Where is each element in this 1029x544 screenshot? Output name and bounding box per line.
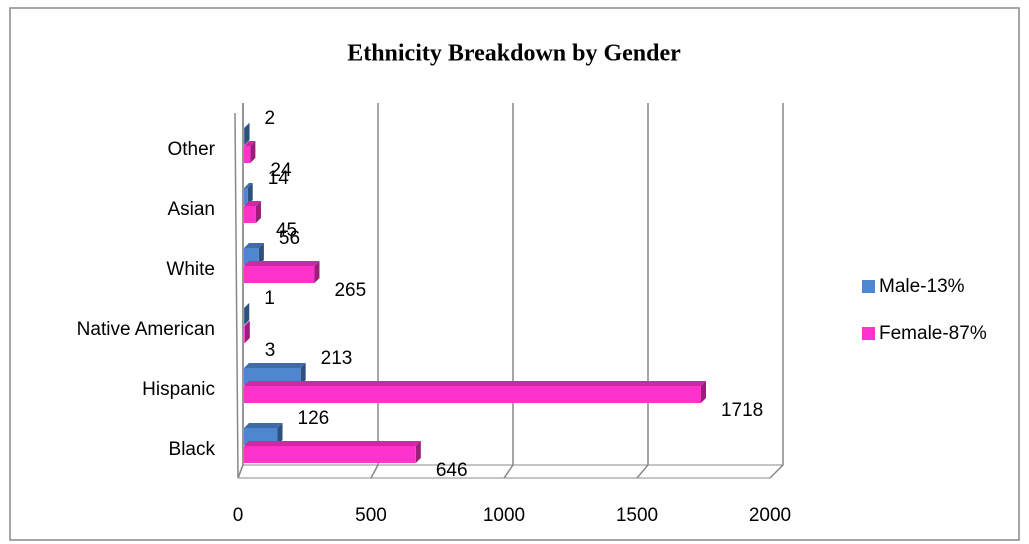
bar-face	[258, 243, 264, 265]
bar-face	[244, 303, 250, 325]
bar-face	[247, 183, 253, 205]
y-tick-label: Hispanic	[142, 379, 215, 400]
bar-face	[244, 141, 256, 146]
bar-face	[244, 368, 301, 385]
chart-title: Ethnicity Breakdown by Gender	[347, 41, 681, 67]
bar	[244, 381, 706, 403]
chart-border	[9, 7, 1020, 541]
data-label: 126	[298, 408, 330, 429]
bar	[244, 261, 320, 283]
data-label: 265	[334, 280, 366, 301]
legend-label: Female-87%	[879, 323, 987, 344]
data-label: 646	[436, 460, 468, 481]
data-label: 2	[265, 108, 276, 129]
bar-face	[244, 363, 306, 368]
bar-face	[244, 123, 250, 145]
data-label: 14	[268, 168, 290, 189]
bar-face	[244, 183, 253, 188]
y-tick-label: Black	[169, 439, 216, 460]
bar-face	[244, 266, 315, 283]
bar-face	[255, 201, 261, 223]
data-label: 1718	[721, 400, 763, 421]
data-label: 3	[265, 340, 276, 361]
grid-line	[636, 103, 649, 479]
bar-face	[250, 141, 256, 163]
data-label: 24	[270, 160, 292, 181]
y-tick-label: Native American	[77, 319, 215, 340]
grid-line	[237, 103, 244, 479]
bar-face	[244, 446, 416, 463]
data-label: 45	[276, 220, 297, 241]
bar-face	[244, 321, 250, 326]
bar-face	[277, 423, 283, 445]
y-tick-label: Other	[167, 139, 215, 160]
bar	[244, 243, 264, 265]
grid-line	[370, 103, 379, 479]
grid-line	[769, 103, 784, 479]
bar-face	[244, 188, 248, 205]
x-tick-label: 1000	[483, 505, 525, 526]
y-tick-label: White	[166, 259, 215, 280]
bar-face	[244, 201, 261, 206]
bar-face	[244, 321, 250, 343]
bar-face	[244, 243, 264, 248]
bar-face	[244, 381, 706, 386]
grid-line	[503, 103, 514, 479]
data-label: 213	[321, 348, 353, 369]
data-label: 56	[279, 228, 300, 249]
bar-face	[244, 386, 701, 403]
bar	[244, 423, 283, 445]
bar-face	[244, 308, 245, 325]
bar-face	[244, 326, 245, 343]
bar	[244, 123, 250, 145]
y-tick-label: Asian	[167, 199, 215, 220]
bar-face	[244, 303, 250, 308]
bar	[244, 201, 261, 223]
bar	[244, 363, 306, 385]
x-tick-label: 2000	[749, 505, 791, 526]
bar-face	[244, 128, 245, 145]
bar	[244, 141, 256, 163]
x-tick-label: 1500	[616, 505, 658, 526]
bar-face	[244, 146, 251, 163]
bar	[244, 183, 253, 205]
legend-swatch	[862, 280, 875, 293]
legend-label: Male-13%	[879, 276, 965, 297]
data-label: 1	[264, 288, 275, 309]
bar-face	[244, 206, 256, 223]
bar	[244, 321, 250, 343]
bar-face	[244, 423, 283, 428]
axis-line	[234, 112, 239, 479]
bar-face	[244, 441, 421, 446]
legend-swatch	[862, 327, 875, 340]
bar-face	[244, 261, 320, 266]
bar	[244, 441, 421, 463]
bar-face	[244, 248, 259, 265]
bar	[244, 303, 250, 325]
bar-face	[700, 381, 706, 403]
bar-face	[244, 123, 250, 128]
bar-face	[314, 261, 320, 283]
bar-face	[415, 441, 421, 463]
x-tick-label: 0	[233, 505, 244, 526]
x-tick-label: 500	[355, 505, 387, 526]
bar-face	[300, 363, 306, 385]
bar-face	[244, 428, 278, 445]
